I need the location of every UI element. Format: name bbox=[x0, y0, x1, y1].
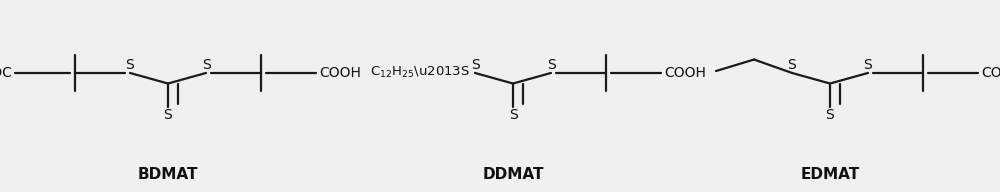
Text: S: S bbox=[826, 108, 834, 122]
Text: BDMAT: BDMAT bbox=[138, 167, 198, 182]
Text: S: S bbox=[164, 108, 172, 122]
Text: C$_{12}$H$_{25}$\u2013S: C$_{12}$H$_{25}$\u2013S bbox=[370, 65, 470, 79]
Text: S: S bbox=[864, 58, 872, 72]
Text: HOOC: HOOC bbox=[0, 66, 12, 80]
Text: EDMAT: EDMAT bbox=[800, 167, 860, 182]
Text: COOH: COOH bbox=[319, 66, 361, 80]
Text: COOH: COOH bbox=[664, 66, 706, 80]
Text: DDMAT: DDMAT bbox=[482, 167, 544, 182]
Text: S: S bbox=[547, 58, 555, 72]
Text: S: S bbox=[509, 108, 517, 122]
Text: S: S bbox=[788, 58, 796, 72]
Text: COOH: COOH bbox=[981, 66, 1000, 80]
Text: S: S bbox=[471, 58, 479, 72]
Text: S: S bbox=[126, 58, 134, 72]
Text: S: S bbox=[202, 58, 210, 72]
